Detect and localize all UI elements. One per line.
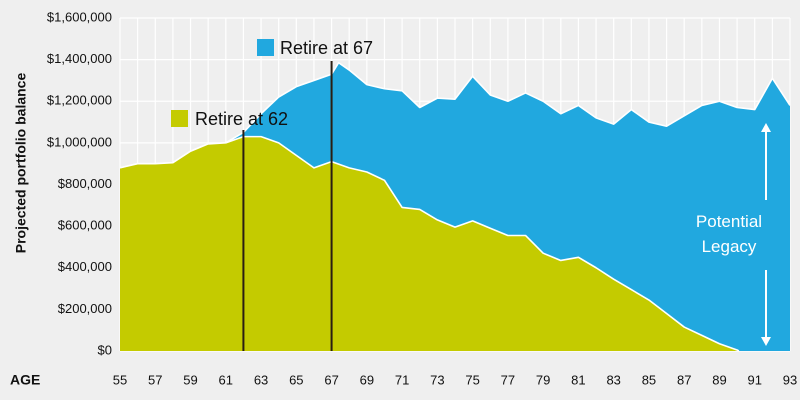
y-tick-label: $200,000 (58, 301, 112, 316)
legend-label-retire-62: Retire at 62 (195, 109, 288, 129)
x-axis-ticks: 55 57 59 61 63 65 67 69 71 73 75 77 79 81 83 85 87 89 91 93 (113, 372, 797, 387)
x-tick-label: 55 (113, 372, 127, 387)
x-tick-label: 67 (324, 372, 338, 387)
legend-label-retire-67: Retire at 67 (280, 38, 373, 58)
x-tick-label: 63 (254, 372, 268, 387)
legend: Retire at 67 Retire at 62 (171, 38, 373, 129)
annotation-text-line: Potential (696, 212, 762, 231)
x-tick-label: 81 (571, 372, 585, 387)
x-tick-label: 87 (677, 372, 691, 387)
x-tick-label: 57 (148, 372, 162, 387)
area-retire-62 (120, 136, 739, 351)
y-axis-title: Projected portfolio balance (13, 73, 29, 254)
annotation-text-line: Legacy (702, 237, 757, 256)
potential-legacy-annotation: Potential Legacy (696, 123, 771, 346)
x-tick-label: 61 (219, 372, 233, 387)
x-tick-label: 89 (712, 372, 726, 387)
retirement-markers (242, 61, 333, 351)
x-tick-label: 75 (465, 372, 479, 387)
x-tick-label: 71 (395, 372, 409, 387)
x-tick-label: 69 (360, 372, 374, 387)
y-tick-label: $0 (98, 342, 112, 357)
x-axis-title: AGE (10, 372, 40, 388)
arrow-down-icon (761, 337, 771, 346)
x-tick-label: 83 (606, 372, 620, 387)
legend-swatch-retire-62 (171, 110, 188, 127)
x-tick-label: 79 (536, 372, 550, 387)
y-tick-label: $400,000 (58, 259, 112, 274)
x-tick-label: 85 (642, 372, 656, 387)
area-top-line (119, 135, 740, 352)
y-axis-ticks: $0 $200,000 $400,000 $600,000 $800,000 $1,000… (47, 9, 112, 357)
x-tick-label: 93 (783, 372, 797, 387)
y-tick-label: $1,000,000 (47, 134, 112, 149)
series-areas (119, 61, 791, 352)
y-tick-label: $1,200,000 (47, 93, 112, 108)
y-tick-label: $1,400,000 (47, 51, 112, 66)
y-tick-label: $600,000 (58, 218, 112, 233)
area-top-line (119, 61, 791, 169)
arrow-up-icon (761, 123, 771, 132)
legend-swatch-retire-67 (257, 39, 274, 56)
y-tick-label: $1,600,000 (47, 9, 112, 24)
x-tick-label: 65 (289, 372, 303, 387)
x-tick-label: 59 (183, 372, 197, 387)
y-tick-label: $800,000 (58, 176, 112, 191)
x-tick-label: 77 (501, 372, 515, 387)
x-tick-label: 73 (430, 372, 444, 387)
x-tick-label: 91 (748, 372, 762, 387)
